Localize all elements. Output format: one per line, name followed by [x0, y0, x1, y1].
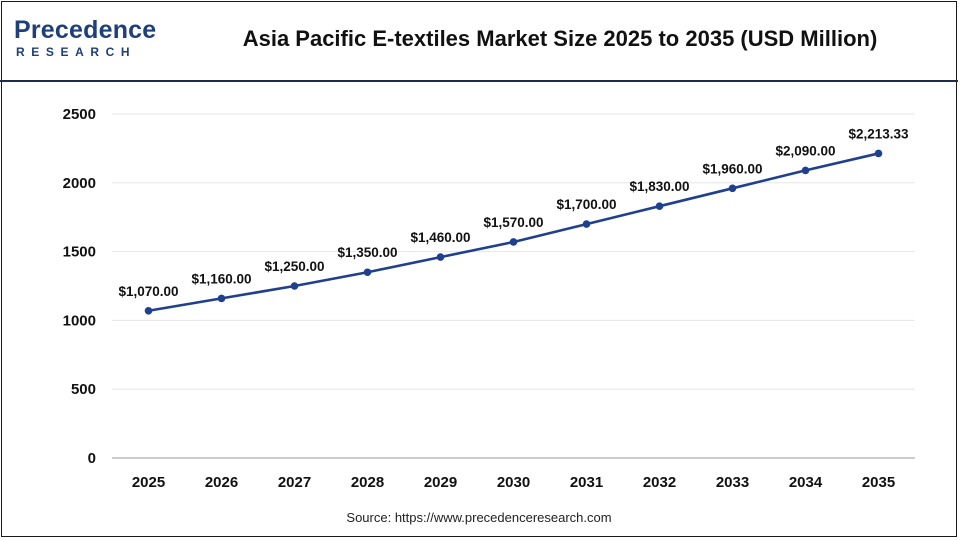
x-tick-label: 2028: [351, 474, 384, 491]
data-label: $1,700.00: [556, 197, 616, 212]
data-label: $1,960.00: [702, 161, 762, 176]
data-point: [874, 149, 883, 158]
x-tick-label: 2026: [205, 474, 238, 491]
data-label: $1,460.00: [410, 230, 470, 245]
data-label: $1,160.00: [191, 271, 251, 286]
y-tick-label: 500: [71, 381, 96, 398]
logo-text-top: Precedence: [14, 16, 157, 44]
data-point: [728, 184, 737, 193]
data-label: $1,070.00: [118, 284, 178, 299]
x-tick-label: 2033: [716, 474, 749, 491]
x-tick-label: 2030: [497, 474, 530, 491]
data-point: [655, 202, 664, 210]
header-divider: [0, 80, 958, 82]
series-line: [148, 152, 879, 313]
data-label: $2,090.00: [775, 143, 835, 158]
data-label: $1,570.00: [483, 215, 543, 230]
x-tick-label: 2027: [278, 474, 311, 491]
y-tick-label: 2000: [63, 175, 96, 192]
x-tick-label: 2025: [132, 474, 165, 491]
brand-logo: Precedence RESEARCH: [14, 16, 164, 66]
y-tick-label: 1000: [63, 312, 96, 329]
x-tick-label: 2031: [570, 474, 603, 491]
data-label: $1,350.00: [337, 245, 397, 260]
logo-text-bottom: RESEARCH: [16, 45, 137, 59]
data-label: $2,213.33: [848, 126, 909, 141]
data-point: [801, 166, 810, 175]
data-point: [363, 268, 372, 277]
x-tick-label: 2029: [424, 474, 457, 491]
y-tick-label: 2500: [63, 106, 96, 123]
line-chart: 0 500 1000 1500 2000 2500 2025 2026 2027 2028 2029…: [63, 106, 915, 491]
data-point: [144, 306, 153, 315]
data-label: $1,250.00: [264, 259, 324, 274]
y-tick-label: 1500: [63, 244, 96, 261]
data-point: [509, 238, 518, 246]
header: Precedence RESEARCH Asia Pacific E-texti…: [0, 0, 958, 82]
data-label: $1,830.00: [629, 179, 689, 194]
x-tick-label: 2032: [643, 474, 676, 491]
x-tick-label: 2034: [789, 474, 823, 491]
data-point: [290, 282, 299, 290]
source-note: Source: https://www.precedenceresearch.c…: [346, 510, 612, 525]
data-point: [582, 220, 591, 228]
x-tick-label: 2035: [862, 474, 895, 491]
y-tick-label: 0: [88, 450, 96, 467]
data-point: [217, 294, 226, 303]
data-point: [436, 253, 445, 261]
chart-title: Asia Pacific E-textiles Market Size 2025…: [242, 26, 878, 51]
